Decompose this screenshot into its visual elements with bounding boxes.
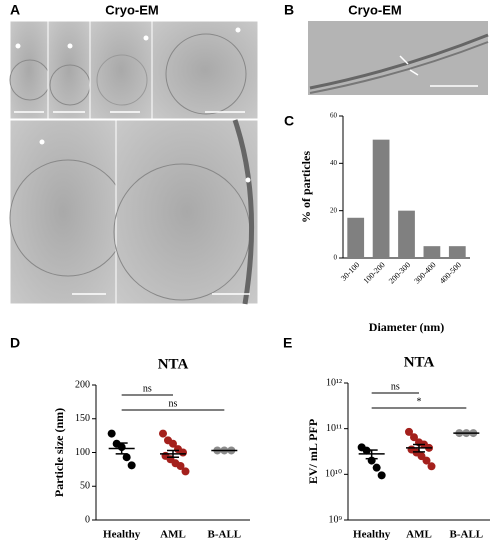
bar [448,246,466,258]
micrographs [9,20,259,305]
y-tick-label: 150 [75,413,90,424]
bar [423,246,441,258]
panel-label: E [283,335,292,351]
x-axis-label: Diameter (nm) [369,320,444,334]
y-tick-label: 10¹¹ [326,423,342,434]
panel-label: A [10,2,20,18]
image-title: Cryo-EM [105,2,158,17]
x-tick-label: AML [160,529,186,541]
y-axis-label: Particle size (nm) [52,408,66,497]
comparison-label: ns [391,381,400,392]
x-tick-label: 30-100 [339,260,361,282]
panel-label: B [284,2,294,18]
micrograph-b [308,21,489,95]
data-point [422,456,431,465]
y-tick-label: 10¹² [326,377,342,388]
data-point [377,471,386,480]
y-tick-label: 10¹⁰ [325,469,342,480]
data-point [410,433,418,442]
x-tick-label: AML [406,529,432,541]
comparison-label: * [417,396,422,407]
data-point [179,448,187,457]
bar [398,210,415,258]
y-tick-label: 0 [85,514,90,525]
y-tick-label: 100 [75,447,90,458]
x-tick-label: 300-400 [412,260,437,285]
chart-title: NTA [158,356,189,372]
y-axis-label: EV/ mL PFP [306,419,320,484]
x-tick-label: B-ALL [450,529,484,541]
data-point [427,462,436,471]
bar [347,217,365,258]
panel-label: D [10,335,20,351]
data-point [159,429,167,438]
bar [372,139,390,258]
x-tick-label: Healthy [353,529,391,541]
y-tick-label: 50 [80,481,90,492]
x-tick-label: Healthy [103,529,141,541]
data-point [122,453,131,462]
data-point [372,463,381,472]
data-point [127,461,136,470]
y-tick-label: 60 [330,112,338,120]
y-tick-label: 40 [330,159,338,167]
chart-title: NTA [404,354,435,370]
data-point [169,439,177,448]
y-axis-label: % of particles [299,151,313,223]
x-tick-label: 400-500 [438,260,463,285]
data-point [176,462,185,470]
x-tick-label: B-ALL [208,529,242,541]
comparison-label: ns [143,383,152,394]
x-tick-label: 200-300 [387,260,412,285]
y-tick-label: 0 [334,254,338,262]
panel-label: C [284,113,294,129]
comparison-label: ns [169,398,178,409]
data-point [181,467,190,476]
y-tick-label: 200 [75,379,90,390]
image-title: Cryo-EM [348,2,401,17]
data-point [405,427,413,436]
data-point [107,429,116,438]
x-tick-label: 100-200 [362,260,387,285]
y-tick-label: 20 [330,206,338,214]
y-tick-label: 10⁹ [329,514,343,525]
